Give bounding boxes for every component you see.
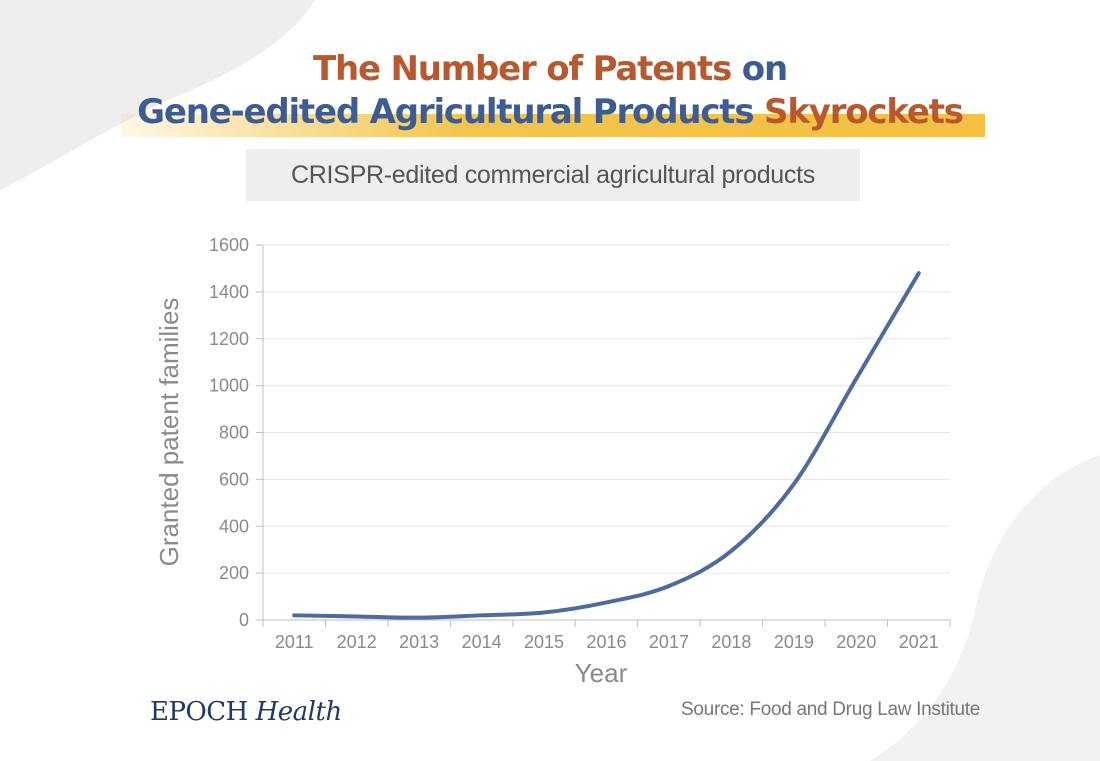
y-axis-label: Granted patent families — [154, 298, 184, 567]
y-tick-labels: 0 200 400 600 800 1000 1200 1400 1600 — [209, 235, 249, 630]
y-tick-label: 400 — [219, 516, 249, 536]
x-tick-label: 2018 — [711, 632, 751, 652]
subtitle-background — [246, 149, 860, 201]
grid-lines — [263, 244, 950, 574]
x-axis-label: Year — [575, 658, 628, 688]
x-tick-label: 2011 — [275, 632, 314, 652]
x-tick-label: 2013 — [399, 632, 439, 652]
x-tick-label: 2021 — [899, 632, 939, 652]
brand-name: EPOCH — [150, 697, 248, 727]
y-tick-label: 1000 — [209, 376, 249, 396]
title-line-1-part-2: on — [741, 49, 788, 89]
series-line — [292, 271, 921, 620]
source-note: Source: Food and Drug Law Institute — [681, 699, 980, 720]
title-line-2-part-2: Skyrockets — [764, 92, 964, 132]
x-tick-label: 2014 — [462, 632, 502, 652]
title-line-2-part-1: Gene-edited Agricultural Products — [137, 92, 754, 132]
x-tick-label: 2019 — [774, 632, 814, 652]
y-tick-label: 1600 — [209, 235, 249, 255]
series-group — [292, 271, 921, 620]
axes — [256, 244, 951, 627]
y-tick-label: 200 — [219, 563, 249, 583]
x-tick-label: 2015 — [524, 632, 564, 652]
x-tick-label: 2012 — [337, 632, 377, 652]
top-left-blob — [0, 0, 315, 190]
y-tick-label: 0 — [239, 610, 249, 630]
chart-subtitle: CRISPR-edited commercial agricultural pr… — [291, 161, 815, 189]
chart-title-line-2: Gene-edited Agricultural Products Skyroc… — [0, 95, 1100, 129]
y-tick-label: 800 — [219, 423, 249, 443]
title-line-1-part-1: The Number of Patents — [313, 49, 732, 89]
chart-title-line-1: The Number of Patents on — [0, 52, 1100, 86]
title-highlight-bar — [121, 114, 985, 137]
y-tick-label: 1200 — [209, 329, 249, 349]
x-tick-label: 2016 — [586, 632, 626, 652]
y-tick-label: 600 — [219, 469, 249, 489]
brand-sub: Health — [255, 697, 343, 727]
brand-logo: EPOCH Health — [150, 697, 342, 727]
x-tick-label: 2020 — [836, 632, 876, 652]
x-tick-label: 2017 — [649, 632, 689, 652]
bottom-right-blob — [870, 455, 1100, 761]
y-tick-label: 1400 — [209, 282, 249, 302]
x-tick-labels: 2011 2012 2013 2014 2015 2016 2017 2018 2019 2020… — [275, 632, 939, 652]
